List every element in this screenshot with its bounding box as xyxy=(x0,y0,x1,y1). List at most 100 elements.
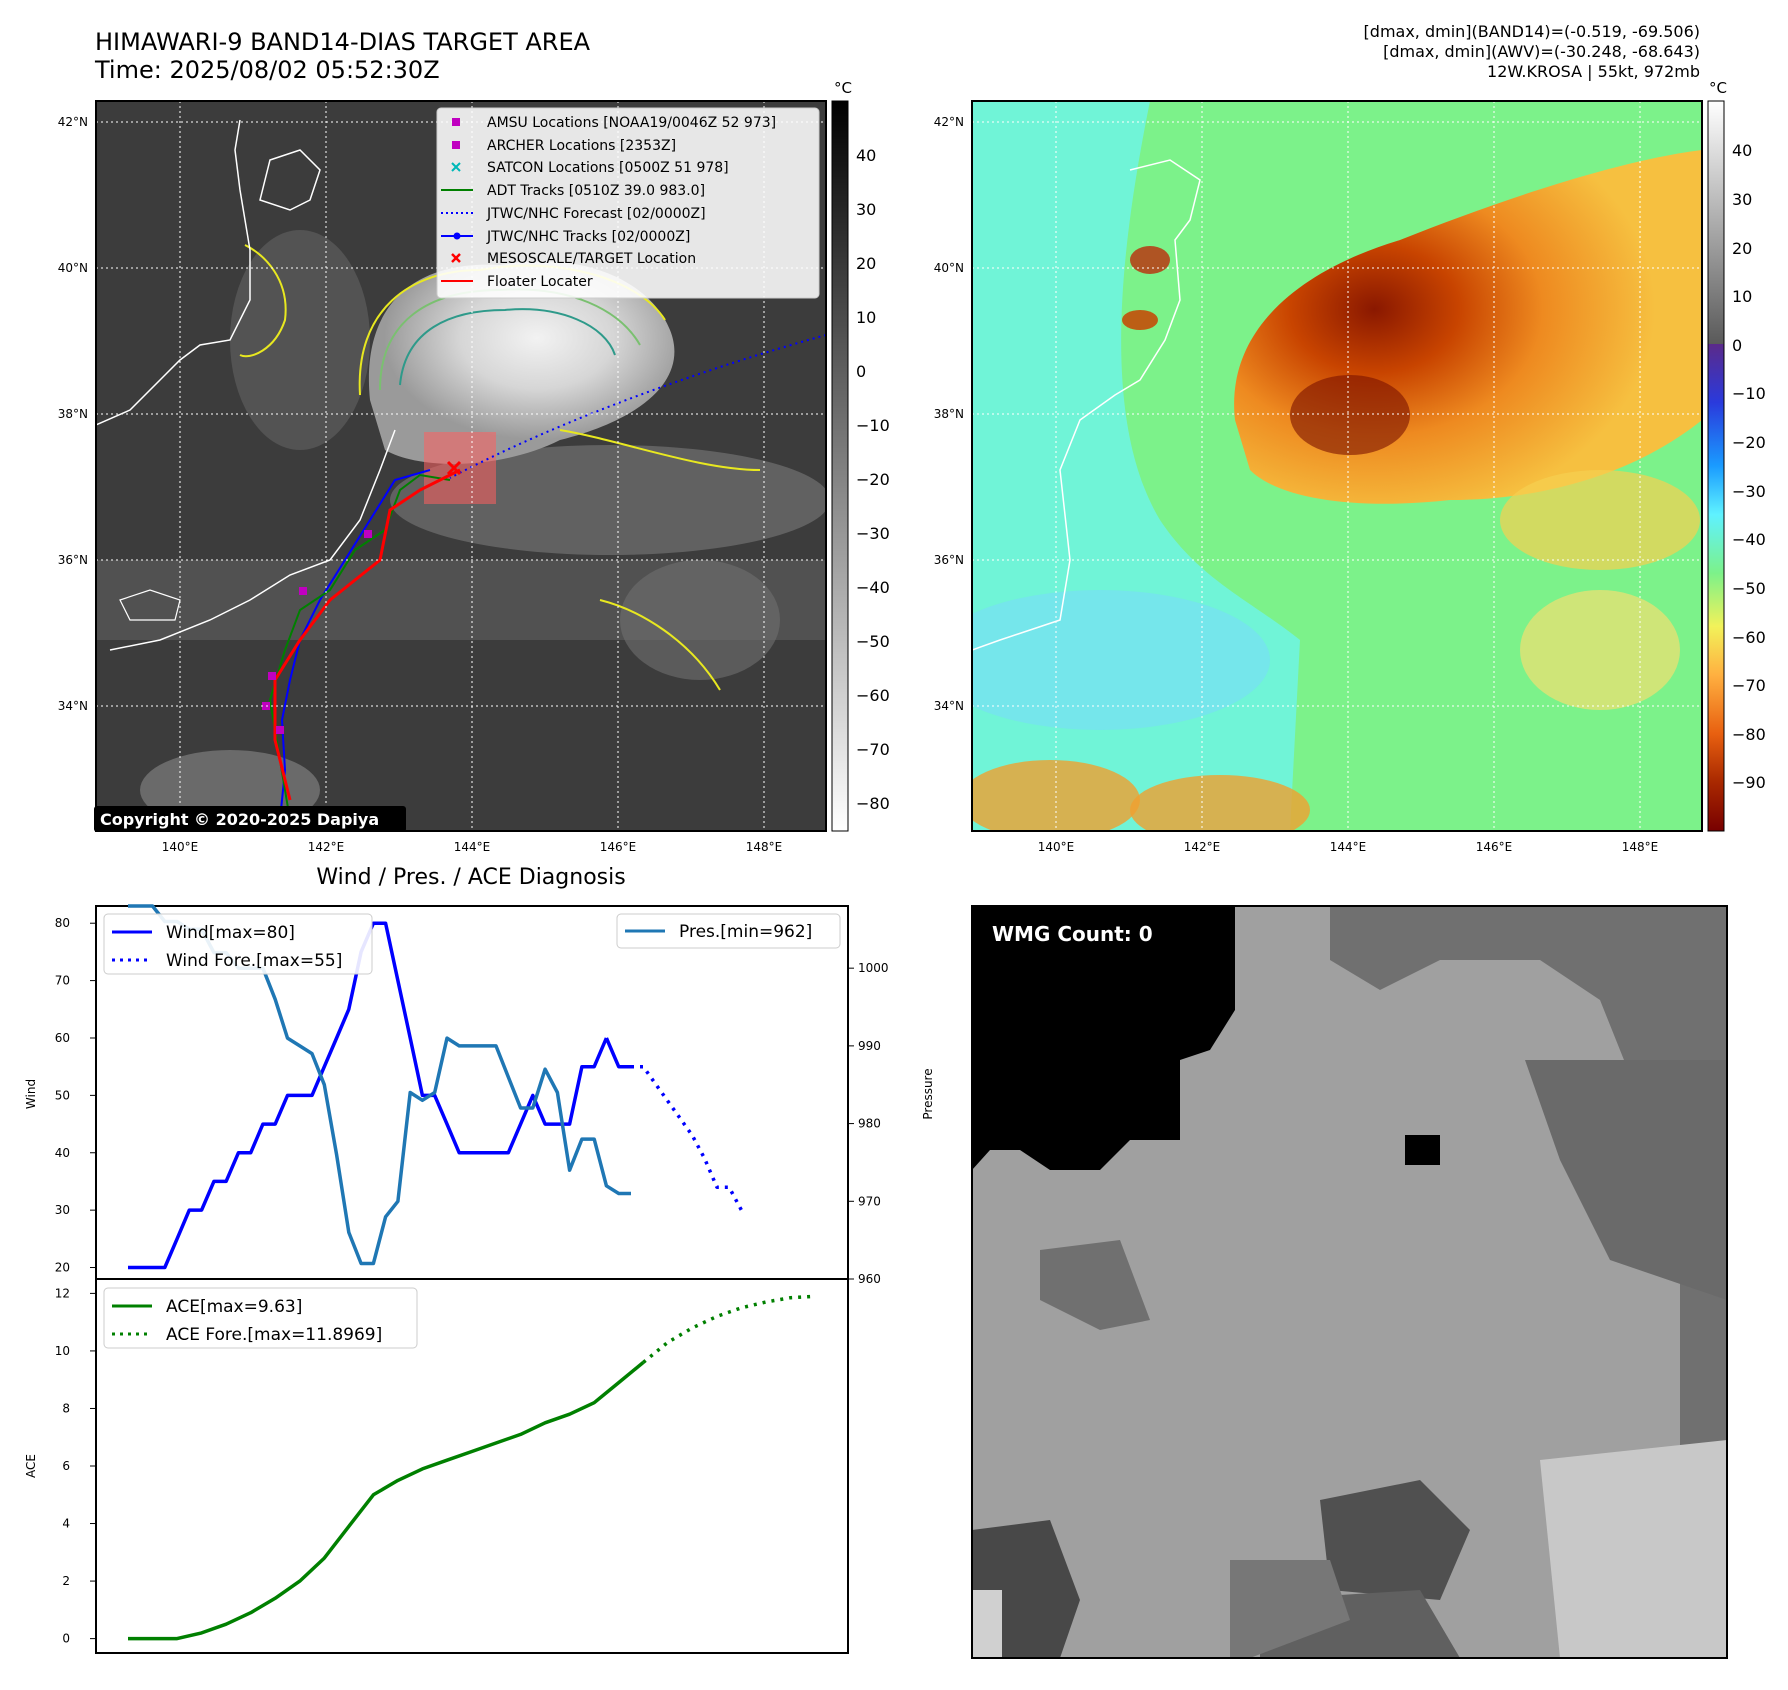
pressure-tick-label: 1000 xyxy=(858,961,889,975)
colorbar-tick: −30 xyxy=(856,524,890,543)
lat-tick-label: 36°N xyxy=(934,553,964,567)
ir-frame xyxy=(95,100,827,832)
legend-item: Pres.[min=962] xyxy=(679,922,812,942)
colorbar-tick: −90 xyxy=(1732,773,1766,792)
lon-tick-label: 142°E xyxy=(1184,840,1221,854)
ir-imagery xyxy=(96,119,826,830)
ace-legend: ACE[max=9.63] ACE Fore.[max=11.8969] xyxy=(103,1287,418,1349)
lat-tick-label: 40°N xyxy=(934,261,964,275)
wind-pressure-chart: 20 30 40 50 60 70 80 960 970 980 990 1000 Wind Pre… xyxy=(24,904,935,1286)
ir-colorbar: °C 40 30 20 10 0 −10 −20 −30 −40 −50 −60… xyxy=(831,79,890,832)
wv-lat-ticks: 42°N 40°N 38°N 36°N 34°N xyxy=(934,115,964,713)
wmg-panel: WMG Count: 0 xyxy=(971,905,1728,1659)
colorbar-tick: −30 xyxy=(1732,482,1766,501)
dmax-band14-info: [dmax, dmin](BAND14)=(-0.519, -69.506) xyxy=(1363,22,1700,41)
wind-tick-label: 70 xyxy=(55,974,70,988)
legend-dot-marker xyxy=(453,232,461,240)
coastline-honshu xyxy=(96,119,251,426)
lon-tick-label: 144°E xyxy=(1330,840,1367,854)
coastline xyxy=(972,159,1201,651)
wmg-imagery xyxy=(972,906,1727,1658)
lat-tick-label: 34°N xyxy=(934,699,964,713)
ace-tick-label: 10 xyxy=(55,1344,70,1358)
lon-tick-label: 140°E xyxy=(1038,840,1075,854)
legend-item: JTWC/NHC Tracks [02/0000Z] xyxy=(486,229,690,245)
legend-item: ACE[max=9.63] xyxy=(166,1297,302,1317)
ace-series-line xyxy=(128,1361,645,1641)
pressure-tick-label: 970 xyxy=(858,1194,881,1208)
wind-tick-label: 80 xyxy=(55,916,70,930)
colorbar-tick: −70 xyxy=(1732,676,1766,695)
map-legend: AMSU Locations [NOAA19/0046Z 52 973] ARC… xyxy=(436,107,820,299)
colorbar-tick: 10 xyxy=(856,308,876,327)
colorbar-tick: 20 xyxy=(1732,239,1752,258)
pressure-axis-label: Pressure xyxy=(921,1068,935,1119)
pressure-tick-label: 960 xyxy=(858,1272,881,1286)
ace-forecast-line xyxy=(642,1294,816,1364)
colorbar-tick: −50 xyxy=(1732,579,1766,598)
colorbar-tick: 0 xyxy=(856,362,866,381)
wv-frame xyxy=(971,100,1703,832)
colorbar-tick: −20 xyxy=(856,470,890,489)
colorbar-tick: 40 xyxy=(1732,141,1752,160)
wv-colorbar: °C 40 30 20 10 0 −10 −20 −30 −40 −50 −60… xyxy=(1707,79,1766,832)
legend-item: SATCON Locations [0500Z 51 978] xyxy=(487,160,729,176)
colorbar-tick: −50 xyxy=(856,632,890,651)
ace-axis-label: ACE xyxy=(24,1454,38,1478)
legend-item: Wind[max=80] xyxy=(166,923,295,943)
pressure-tick-label: 990 xyxy=(858,1039,881,1053)
legend-square-marker xyxy=(452,118,460,126)
chart-title: HIMAWARI-9 BAND14-DIAS TARGET AREA xyxy=(95,28,591,56)
ir-lon-ticks: 140°E 142°E 144°E 146°E 148°E xyxy=(162,840,783,854)
ace-tick-label: 0 xyxy=(62,1632,70,1646)
wind-tick-label: 40 xyxy=(55,1146,70,1160)
chart-time: Time: 2025/08/02 05:52:30Z xyxy=(95,56,440,84)
copyright-text: Copyright © 2020-2025 Dapiya xyxy=(100,810,379,829)
legend-item: AMSU Locations [NOAA19/0046Z 52 973] xyxy=(487,115,776,131)
colorbar-tick: −70 xyxy=(856,740,890,759)
wind-legend: Wind[max=80] Wind Fore.[max=55] xyxy=(103,913,373,975)
colorbar-tick: −80 xyxy=(1732,725,1766,744)
storm-info: 12W.KROSA | 55kt, 972mb xyxy=(1487,62,1700,81)
colorbar-tick: 30 xyxy=(1732,190,1752,209)
dmax-awv-info: [dmax, dmin](AWV)=(-30.248, -68.643) xyxy=(1383,42,1700,61)
wv-lon-ticks: 140°E 142°E 144°E 146°E 148°E xyxy=(1038,840,1659,854)
colorbar-unit: °C xyxy=(1709,79,1727,97)
jtwc-track-line xyxy=(279,469,431,821)
colorbar-tick: 30 xyxy=(856,200,876,219)
lon-tick-label: 148°E xyxy=(746,840,783,854)
colorbar-unit: °C xyxy=(834,79,852,97)
ace-tick-label: 12 xyxy=(55,1286,70,1300)
wmg-count-label: WMG Count: 0 xyxy=(992,922,1153,946)
legend-item: ARCHER Locations [2353Z] xyxy=(487,138,676,154)
legend-item: ADT Tracks [0510Z 39.0 983.0] xyxy=(487,183,705,199)
colorbar-tick: 10 xyxy=(1732,287,1752,306)
lon-tick-label: 148°E xyxy=(1622,840,1659,854)
wind-tick-label: 60 xyxy=(55,1031,70,1045)
lon-tick-label: 146°E xyxy=(600,840,637,854)
legend-item: JTWC/NHC Forecast [02/0000Z] xyxy=(486,206,706,222)
colorbar-tick: 0 xyxy=(1732,336,1742,355)
legend-item: Floater Locater xyxy=(487,274,593,290)
colorbar-tick: 40 xyxy=(856,146,876,165)
colorbar-tick: −60 xyxy=(856,686,890,705)
legend-item: MESOSCALE/TARGET Location xyxy=(487,251,696,267)
adt-track-line xyxy=(268,473,451,821)
ace-tick-label: 2 xyxy=(62,1574,70,1588)
legend-item: Wind Fore.[max=55] xyxy=(166,951,342,971)
ace-tick-label: 8 xyxy=(62,1401,70,1415)
colorbar-tick: −20 xyxy=(1732,433,1766,452)
wv-gridlines xyxy=(972,101,1702,831)
wind-series-line xyxy=(604,1037,631,1069)
colorbar-tick: −80 xyxy=(856,794,890,813)
wind-tick-label: 50 xyxy=(55,1088,70,1102)
lat-tick-label: 42°N xyxy=(934,115,964,129)
colorbar-tick: −60 xyxy=(1732,628,1766,647)
ir-lat-ticks: 42°N 40°N 38°N 36°N 34°N xyxy=(58,115,88,713)
pressure-tick-label: 980 xyxy=(858,1117,881,1131)
lat-tick-label: 38°N xyxy=(934,407,964,421)
colorbar-tick: 20 xyxy=(856,254,876,273)
floater-locater-line xyxy=(273,468,461,801)
legend-x-marker xyxy=(451,162,461,172)
lat-tick-label: 38°N xyxy=(58,407,88,421)
